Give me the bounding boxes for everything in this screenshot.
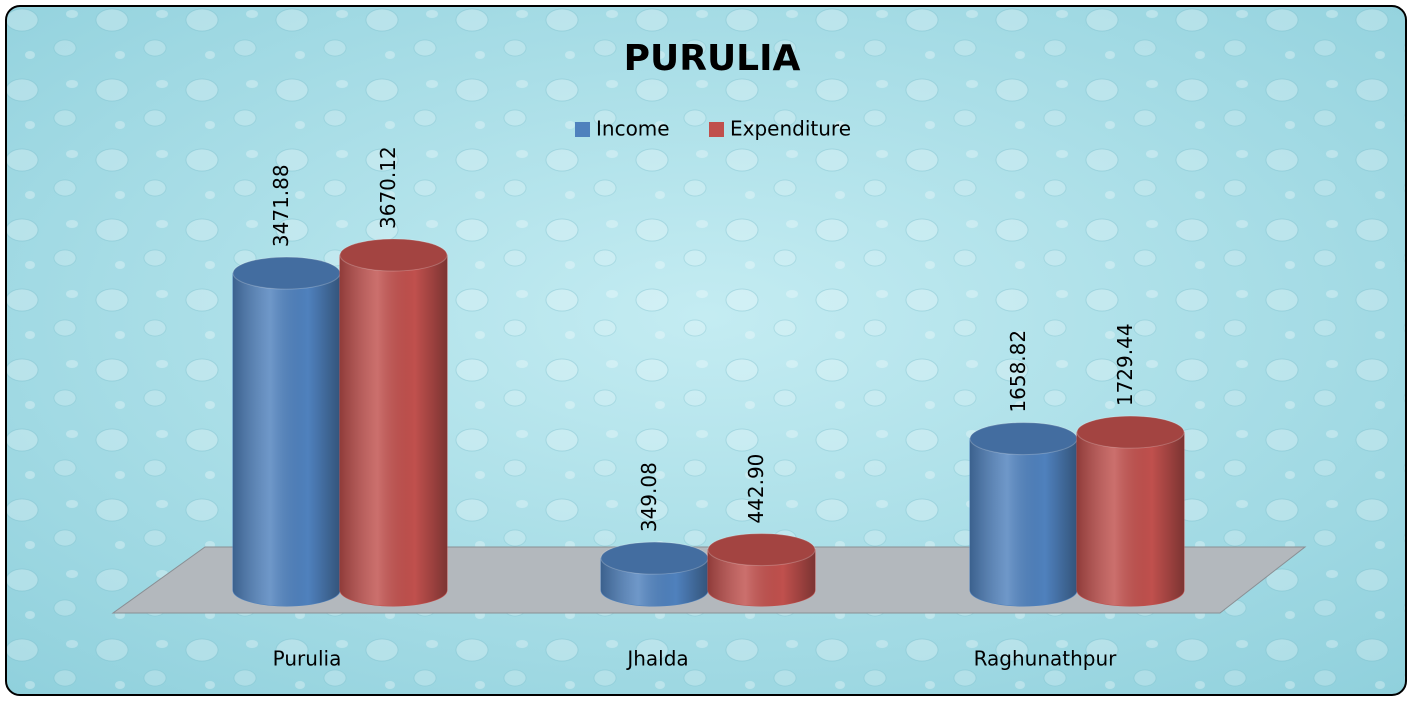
data-label: 1729.44 [1113,323,1137,406]
cylinder-shade [1077,432,1184,606]
cylinder-top [1076,415,1185,449]
x-tick-label: Jhalda [625,647,688,671]
cylinder-top [339,238,448,272]
chart-title: PURULIA [624,38,801,79]
legend-swatch [709,122,724,137]
legend-label: Income [596,117,670,141]
cylinder-shade [233,273,340,606]
cylinder-top-shade [708,533,815,566]
cylinder-top-shade [233,257,340,290]
cylinder-top-shade [1077,416,1184,449]
cylinder-shade [340,255,447,606]
x-tick-label: Raghunathpur [974,647,1118,671]
cylinder-top [707,533,816,567]
legend-label: Expenditure [730,117,851,141]
cylinder-top-shade [970,422,1077,455]
data-label: 1658.82 [1006,330,1030,413]
cylinder-shade [970,438,1077,606]
data-label: 3670.12 [376,146,400,229]
x-tick-label: Purulia [273,647,342,671]
data-label: 442.90 [744,454,768,524]
data-label: 349.08 [637,462,661,532]
cylinder-shade [708,549,815,606]
data-label: 3471.88 [269,164,293,247]
cylinder-top-shade [601,542,708,575]
cylinder-top-shade [340,239,447,271]
legend-swatch [575,122,590,137]
